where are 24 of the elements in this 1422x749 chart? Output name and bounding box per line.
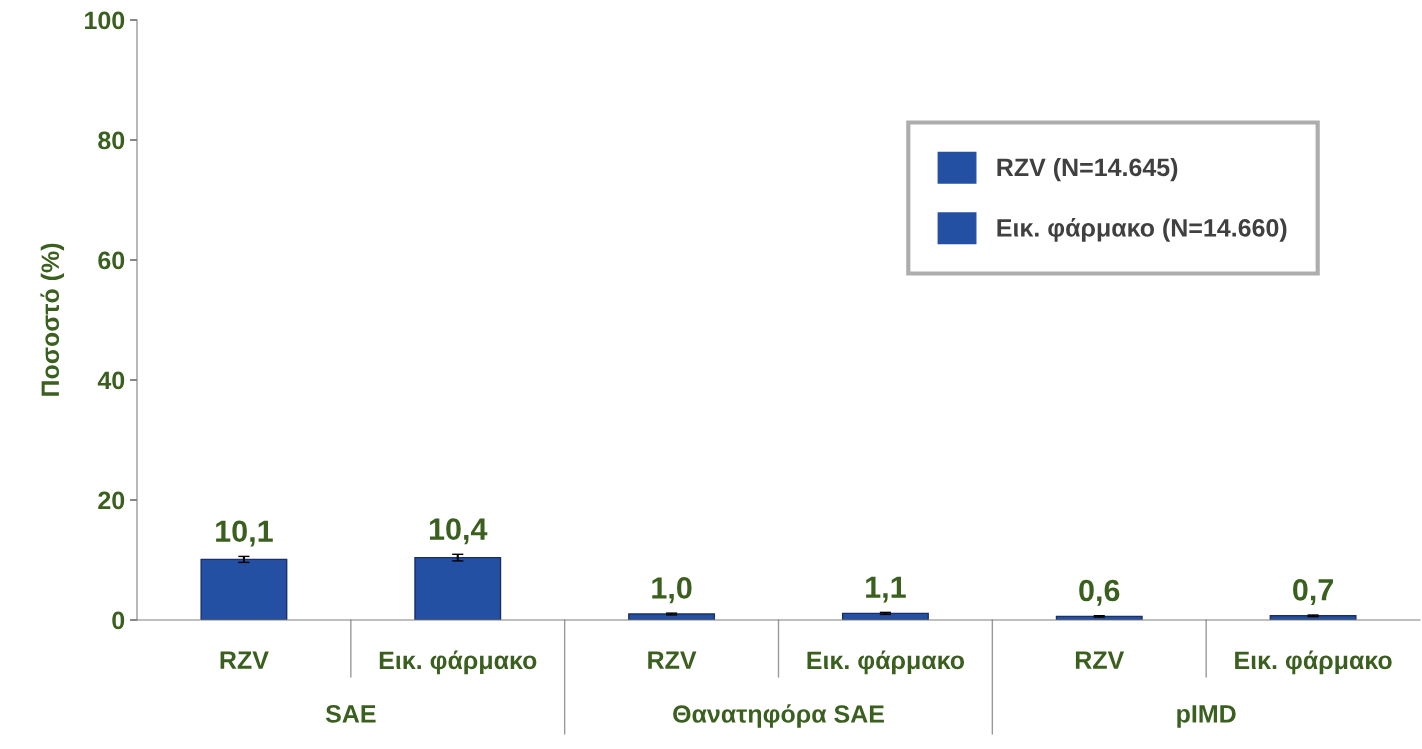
data-label: 1,1 [866, 576, 906, 603]
y-tick-label: 40 [97, 371, 125, 390]
y-tick-label: 60 [98, 251, 125, 270]
y-tick-label: 100 [85, 11, 125, 30]
y-tick-label: 0 [112, 611, 125, 630]
x-tick-label: RZV [220, 651, 269, 669]
data-label: 0,7 [1293, 579, 1333, 606]
x-tick-label: Εικ. φάρμακο [807, 650, 965, 675]
text: Θανατηφόρα SAE [673, 704, 884, 728]
x-tick-label: Εικ. φάρμακο [1235, 650, 1392, 675]
y-axis-title: Ποσοστό (%) [40, 243, 65, 396]
legend-label: RZV (N=14.645) [997, 157, 1178, 182]
y-tick-label: 20 [98, 491, 125, 510]
text: SAE [325, 705, 376, 723]
legend-label: Εικ. φάρμακο (N=14.660) [997, 218, 1287, 242]
x-tick-label: RZV [648, 651, 697, 669]
data-label: 10,1 [216, 520, 273, 547]
data-label: 1,0 [652, 577, 692, 604]
x-tick-label: Εικ. φάρμακο [379, 650, 537, 675]
data-label: 0,6 [1079, 579, 1120, 606]
text: pIMD [1177, 705, 1236, 728]
x-tick-label: RZV [1075, 651, 1125, 669]
y-tick-label: 80 [98, 131, 125, 150]
data-label: 10,4 [429, 518, 488, 545]
